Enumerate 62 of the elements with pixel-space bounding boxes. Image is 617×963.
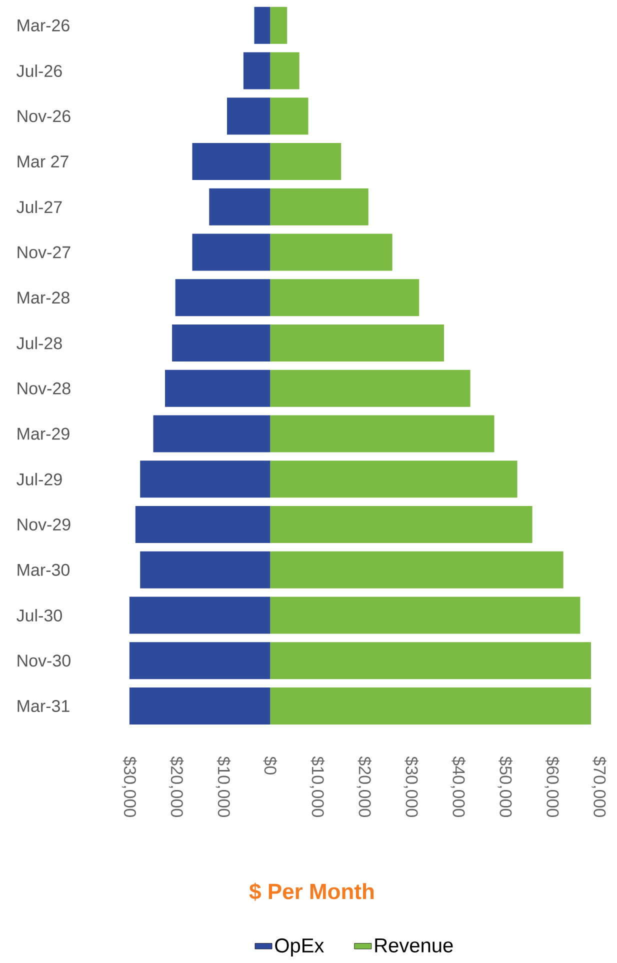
y-tick-label: Nov-29 <box>18 518 70 531</box>
bar <box>270 642 592 680</box>
y-tick-label: Mar-26 <box>18 19 70 32</box>
x-tick-label: $40,000 <box>450 756 466 818</box>
x-tick-label: $10,000 <box>216 756 231 818</box>
legend-label: OpEx <box>275 938 324 957</box>
x-axis-title: $ Per Month <box>249 882 374 901</box>
bar <box>270 234 392 271</box>
y-tick-label: Jul-26 <box>16 64 62 78</box>
x-tick-label: $60,000 <box>544 756 560 818</box>
bar <box>254 6 270 44</box>
bar <box>270 596 580 634</box>
x-tick-label: $70,000 <box>592 756 606 818</box>
bar <box>129 642 270 680</box>
y-tick-label: Nov-27 <box>18 246 70 258</box>
bar <box>270 188 368 226</box>
bar <box>140 460 270 498</box>
bar <box>129 596 270 634</box>
bar <box>270 688 592 725</box>
bar <box>270 370 470 407</box>
bar <box>140 551 270 588</box>
bar <box>270 506 532 544</box>
x-tick-label: $0 <box>263 756 278 774</box>
bar <box>164 370 270 407</box>
y-tick-label: Nov-28 <box>18 382 70 394</box>
y-tick-label: Mar 27 <box>18 155 68 168</box>
y-tick-label: Mar-30 <box>18 564 70 576</box>
bar <box>270 460 518 498</box>
y-tick-label: Mar-28 <box>18 292 70 304</box>
bar <box>192 143 270 180</box>
x-tick-label: $20,000 <box>356 756 372 818</box>
x-tick-label: $30,000 <box>404 756 418 818</box>
bar <box>270 98 308 135</box>
bar <box>270 415 494 452</box>
y-tick-label: Nov-26 <box>18 110 70 122</box>
legend-label: Revenue <box>375 938 453 952</box>
bar <box>270 52 300 90</box>
bar <box>270 279 420 316</box>
y-tick-label: Nov-30 <box>18 654 70 667</box>
bar <box>135 506 270 544</box>
bar <box>270 143 342 180</box>
bar <box>153 415 270 452</box>
x-tick-label: $50,000 <box>498 756 512 818</box>
y-tick-label: Mar-31 <box>18 700 70 712</box>
y-tick-label: Jul-27 <box>16 200 62 214</box>
y-tick-label: Jul-30 <box>16 609 62 622</box>
y-tick-label: Jul-29 <box>16 472 62 486</box>
bar <box>192 234 270 271</box>
bar <box>172 324 270 362</box>
bar <box>270 6 288 44</box>
y-tick-label: Mar-29 <box>18 428 70 440</box>
x-tick-label: $10,000 <box>310 756 325 818</box>
x-tick-label: $20,000 <box>168 756 184 818</box>
bar <box>175 279 270 316</box>
x-tick-label: $30,000 <box>122 756 137 818</box>
bar <box>209 188 270 226</box>
bar <box>270 551 564 588</box>
y-tick-label: Jul-28 <box>16 336 62 350</box>
bar <box>243 52 270 90</box>
bar <box>227 98 270 135</box>
bar <box>129 688 270 725</box>
bar <box>270 324 444 362</box>
